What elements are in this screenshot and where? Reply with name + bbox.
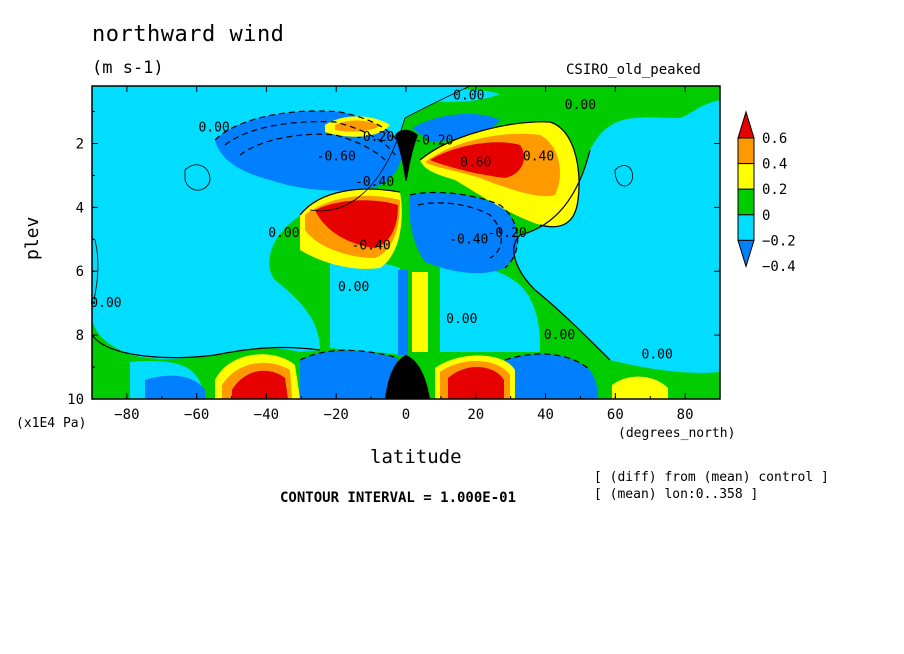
x-tick-label: −20	[324, 407, 349, 423]
y-axis-ticks: 2 4 6 8 10	[67, 111, 720, 408]
legend-arrow-top	[737, 110, 755, 139]
y-tick-label: 2	[76, 136, 84, 152]
y-tick-label: 8	[76, 328, 84, 344]
field-blue-top	[412, 113, 500, 142]
y-tick-label: 6	[76, 264, 84, 280]
color-legend: 0.6 0.4 0.2 0 −0.2 −0.4	[737, 110, 796, 275]
legend-label: 0.4	[762, 157, 787, 173]
legend-swatch	[737, 188, 755, 216]
field-orange-top-left	[335, 120, 380, 132]
field-dark-lobe-top	[395, 129, 418, 185]
x-tick-label: −40	[254, 407, 279, 423]
field-cyan-lower-center	[330, 261, 400, 355]
field-dark-lobe-bottom	[385, 355, 430, 399]
x-tick-label: −80	[114, 407, 139, 423]
field-blue-bottom-far-left	[145, 375, 205, 399]
contour-field	[92, 86, 720, 399]
field-blue-stem	[398, 270, 408, 355]
contour-label: -0.40	[449, 232, 488, 247]
legend-label: 0	[762, 208, 770, 224]
x-axis-label: latitude	[370, 446, 462, 468]
contour-label: 0.00	[453, 89, 484, 104]
legend-label: 0.6	[762, 131, 787, 147]
field-red-mid-left	[315, 200, 398, 248]
y-axis-units: (x1E4 Pa)	[16, 416, 87, 431]
contour-interval: CONTOUR INTERVAL = 1.000E-01	[280, 490, 517, 506]
note-mean: [ (mean) lon:0..358 ]	[594, 487, 759, 502]
field-red-bottom-left	[232, 370, 288, 399]
chart-units: (m s-1)	[92, 58, 164, 78]
contour-label: 0.00	[544, 328, 575, 343]
contour-label-layer: 0.00 0.00 0.00 -0.60 -0.20 -0.20 0.60 0.40 -0.40…	[90, 89, 673, 363]
note-diff: [ (diff) from (mean) control ]	[594, 470, 829, 485]
legend-arrow-bottom	[737, 239, 755, 269]
x-tick-label: 40	[537, 407, 554, 423]
contour-label: 0.00	[268, 226, 299, 241]
legend-swatch	[737, 137, 755, 165]
x-axis-ticks: −80 −60 −40 −20 0 20 40 60 80	[91, 86, 721, 423]
contour-label: -0.40	[355, 175, 394, 190]
contour-label: 0.00	[90, 296, 121, 311]
contour-label: 0.00	[446, 312, 477, 327]
contour-label: 0.00	[642, 347, 673, 362]
contour-label: -0.60	[317, 149, 356, 164]
field-blue-bottom-left	[300, 350, 398, 399]
chart-title: northward wind	[92, 22, 285, 47]
field-red-bottom-right	[448, 366, 504, 399]
contour-label: 0.00	[338, 280, 369, 295]
contour-label: -0.20	[414, 133, 453, 148]
x-tick-label: 20	[467, 407, 484, 423]
x-tick-label: 0	[402, 407, 410, 423]
field-cyan-upper-right	[513, 100, 720, 373]
legend-label: 0.2	[762, 182, 787, 198]
field-red-upper-right	[430, 142, 525, 178]
legend-label: −0.2	[762, 233, 796, 249]
field-cyan-top-center	[420, 89, 500, 102]
x-tick-label: 80	[677, 407, 694, 423]
field-blue-upper-right	[409, 192, 518, 274]
y-tick-label: 4	[76, 200, 84, 216]
field-green-diamond	[400, 180, 412, 200]
field-blue-bottom-right	[505, 354, 599, 399]
contour-label: -0.20	[355, 130, 394, 145]
contour-label: 0.40	[523, 149, 554, 164]
x-tick-label: 60	[607, 407, 624, 423]
x-axis-units: (degrees_north)	[618, 426, 736, 441]
field-yellow-bottom-far-right	[612, 376, 668, 399]
x-tick-label: −60	[184, 407, 209, 423]
contour-label: 0.00	[565, 98, 596, 113]
contour-label: -0.40	[352, 239, 391, 254]
field-cyan-lower-right	[440, 264, 540, 352]
legend-swatch	[737, 163, 755, 190]
field-yellow-stem	[412, 272, 428, 352]
model-name: CSIRO_old_peaked	[566, 62, 701, 78]
legend-label: −0.4	[762, 259, 796, 275]
legend-swatch	[737, 214, 755, 241]
contour-label: 0.00	[198, 121, 229, 136]
contour-lines	[92, 86, 633, 371]
y-tick-label: 10	[67, 392, 84, 408]
contour-label: 0.60	[460, 156, 491, 171]
contour-label: -0.20	[488, 226, 527, 241]
